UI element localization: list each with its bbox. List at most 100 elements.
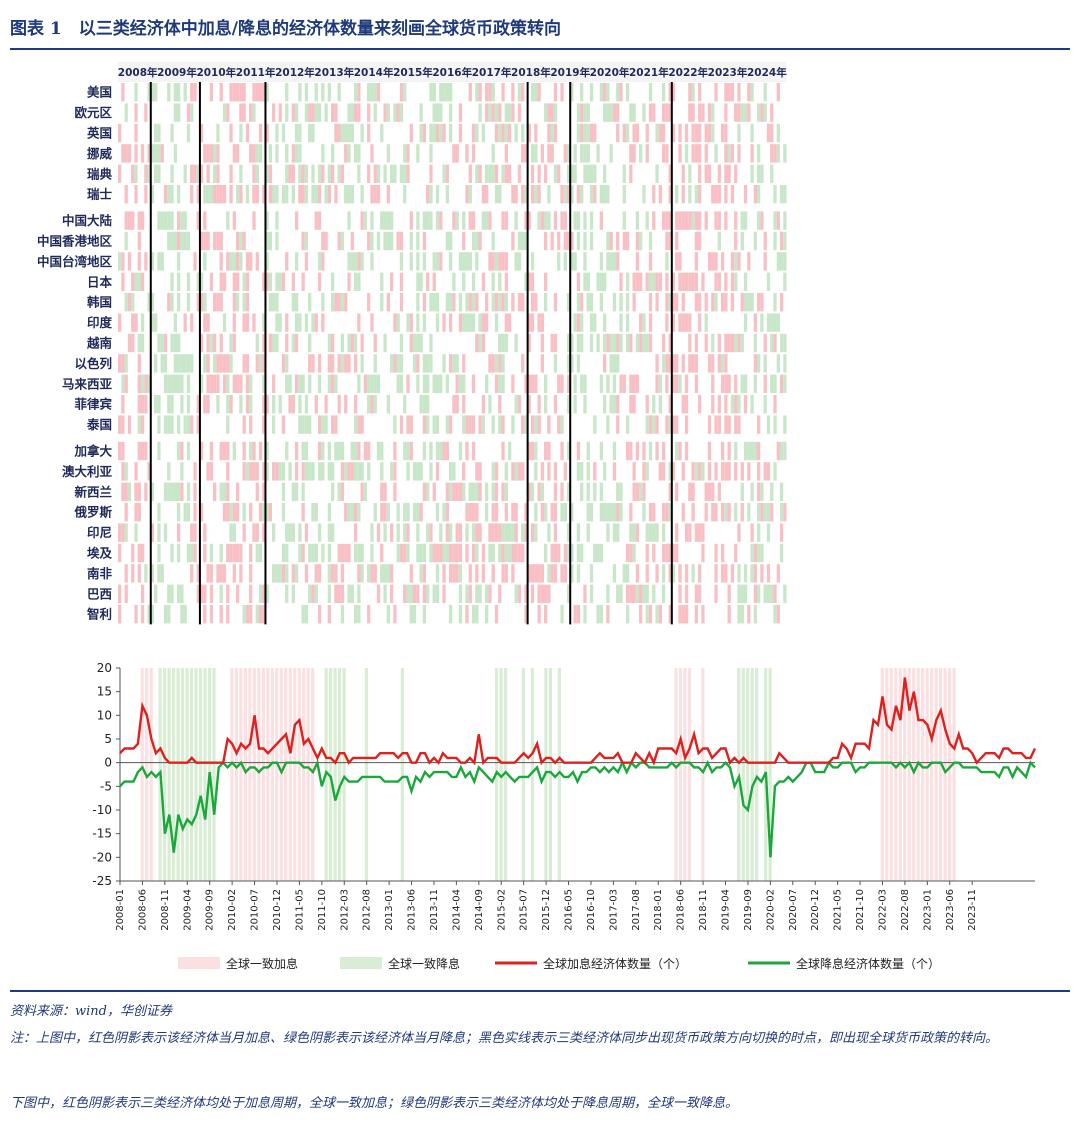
hike-cell — [678, 313, 682, 332]
cut-cell — [491, 231, 495, 251]
hike-cell — [537, 605, 541, 624]
cut-cell — [311, 543, 315, 563]
hike-cell — [730, 272, 735, 291]
hike-cell — [691, 482, 695, 501]
cut-cell — [173, 354, 177, 373]
hike-cell — [235, 144, 240, 163]
hike-cell — [121, 354, 125, 373]
hike-cell — [245, 123, 250, 143]
cut-cell — [416, 503, 420, 522]
cut-cell — [301, 605, 305, 624]
cut-cell — [226, 395, 230, 414]
cut-cell — [668, 462, 672, 481]
hike-cell — [645, 543, 649, 563]
cut-band — [741, 668, 745, 881]
hike-cell — [530, 374, 535, 393]
cut-cell — [163, 354, 168, 373]
cut-cell — [586, 482, 590, 501]
hike-cell — [229, 185, 233, 204]
cut-cell — [491, 482, 495, 501]
hike-cell — [209, 564, 214, 583]
cut-cell — [586, 441, 590, 461]
hike-cell — [734, 231, 738, 251]
hike-cell — [707, 123, 712, 143]
hike-cell — [527, 441, 531, 461]
hike-cell — [511, 543, 515, 563]
hike-cell — [566, 185, 571, 204]
hike-cell — [478, 462, 482, 481]
cut-cell — [501, 523, 505, 542]
economy-label: 印尼 — [87, 525, 112, 540]
hike-cell — [262, 333, 266, 353]
hike-cell — [127, 293, 132, 312]
hike-band — [288, 668, 292, 881]
hike-cell — [619, 272, 623, 291]
cut-cell — [740, 231, 744, 251]
cut-cell — [121, 374, 125, 393]
cut-cell — [534, 415, 538, 434]
hike-cell — [252, 523, 256, 542]
hike-cell — [422, 231, 427, 251]
cut-cell — [757, 144, 761, 163]
hike-cell — [668, 83, 672, 102]
cut-cell — [176, 354, 181, 373]
cut-cell — [609, 252, 613, 271]
hike-cell — [252, 441, 256, 461]
x-tick-label: 2010-02 — [227, 889, 238, 931]
cut-cell — [517, 252, 522, 271]
hike-cell — [232, 293, 236, 312]
economy-label: 泰国 — [86, 417, 112, 432]
y-tick-label: -10 — [92, 803, 112, 817]
cut-cell — [478, 333, 482, 353]
cut-cell — [589, 564, 594, 583]
cut-cell — [285, 584, 289, 603]
x-tick-label: 2018-01 — [653, 889, 664, 931]
cut-cell — [265, 83, 269, 102]
hike-cell — [340, 584, 345, 603]
hike-cell — [144, 482, 148, 501]
hike-cell — [422, 564, 427, 583]
cut-cell — [150, 482, 155, 501]
cut-cell — [593, 482, 597, 501]
cut-cell — [675, 185, 679, 204]
year-label: 2010年 — [196, 66, 236, 79]
cut-cell — [304, 83, 309, 102]
hike-cell — [724, 144, 728, 163]
cut-cell — [255, 144, 259, 163]
hike-cell — [294, 333, 299, 353]
hike-cell — [262, 523, 266, 542]
hike-band — [678, 668, 683, 881]
hike-band — [306, 668, 310, 881]
cut-cell — [779, 441, 784, 461]
cut-cell — [245, 462, 250, 481]
cut-cell — [367, 564, 371, 583]
hike-cell — [530, 313, 535, 332]
x-tick-label: 2019-09 — [743, 889, 754, 931]
cut-cell — [429, 83, 433, 102]
cut-cell — [173, 144, 177, 163]
cut-cell — [632, 543, 636, 563]
hike-cell — [727, 462, 731, 481]
hike-cell — [258, 83, 263, 102]
cut-cell — [629, 103, 633, 122]
cut-cell — [570, 333, 574, 353]
cut-cell — [337, 83, 341, 102]
hike-cell — [432, 272, 436, 291]
cut-cell — [154, 83, 158, 102]
hike-cell — [147, 462, 151, 481]
cut-cell — [583, 144, 587, 163]
hike-cell — [655, 374, 659, 393]
hike-cell — [465, 144, 469, 163]
cut-cell — [147, 83, 151, 102]
cut-cell — [255, 164, 259, 183]
hike-band — [687, 668, 692, 881]
hike-cell — [609, 231, 613, 251]
hike-cell — [294, 374, 299, 393]
x-tick-label: 2011-05 — [294, 889, 305, 931]
cut-cell — [380, 211, 384, 230]
hike-cell — [452, 564, 456, 583]
cut-cell — [317, 462, 322, 481]
hike-cell — [334, 415, 338, 434]
cut-cell — [583, 395, 587, 414]
cut-cell — [147, 374, 151, 393]
